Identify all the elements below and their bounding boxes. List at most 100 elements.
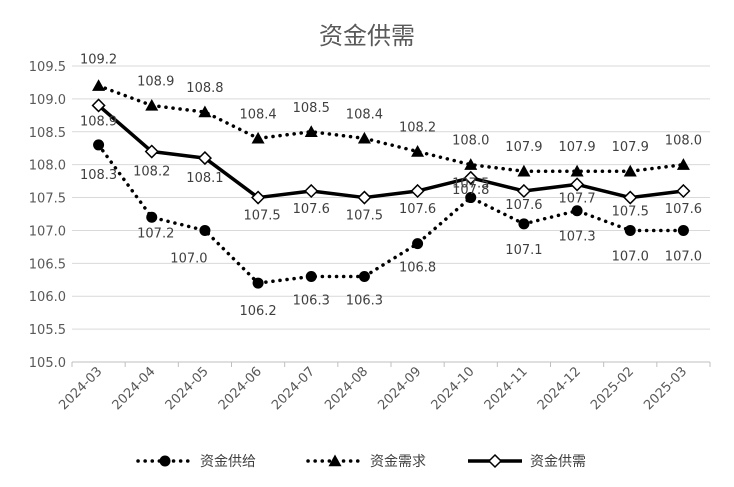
y-tick-label: 106.5 xyxy=(29,257,66,272)
data-label-demand: 108.8 xyxy=(186,81,223,96)
y-tick-label: 106.0 xyxy=(29,290,66,305)
data-point-demand xyxy=(570,164,584,177)
data-point-demand xyxy=(357,131,371,144)
data-point-balance xyxy=(144,144,159,159)
data-point-demand xyxy=(145,98,159,111)
data-point-balance xyxy=(623,190,638,205)
data-label-supply: 107.5 xyxy=(452,177,489,192)
data-label-balance: 107.5 xyxy=(243,209,280,224)
y-tick-label: 105.5 xyxy=(29,323,66,338)
legend-marker-supply xyxy=(159,455,171,467)
data-label-supply: 106.3 xyxy=(346,293,383,308)
data-label-supply: 107.2 xyxy=(137,226,174,241)
data-label-demand: 108.4 xyxy=(239,107,276,122)
data-point-balance xyxy=(91,98,106,113)
data-label-supply: 107.1 xyxy=(505,243,542,258)
x-tick-label: 2025-02 xyxy=(588,364,637,413)
data-label-demand: 108.0 xyxy=(665,134,702,149)
chart-title: 资金供需 xyxy=(319,22,415,50)
data-label-demand: 108.9 xyxy=(137,74,174,89)
data-label-balance: 107.7 xyxy=(558,191,595,206)
series-supply xyxy=(93,139,689,289)
x-tick-label: 2024-04 xyxy=(110,364,159,413)
data-point-demand xyxy=(92,79,106,91)
x-tick-label: 2024-03 xyxy=(56,364,105,413)
series-demand xyxy=(92,79,690,177)
legend-item-balance: 资金供需 xyxy=(468,453,586,470)
data-labels: 108.3 107.2 107.0 106.2 106.3 106.3 106.8 107.5… xyxy=(80,53,702,319)
data-point-balance xyxy=(410,183,425,199)
data-point-demand xyxy=(623,164,637,177)
legend-label-balance: 资金供需 xyxy=(530,454,586,470)
data-point-balance xyxy=(570,177,585,192)
x-tick-label: 2024-06 xyxy=(216,364,265,413)
data-point-supply xyxy=(199,224,211,236)
legend-label-demand: 资金需求 xyxy=(370,454,426,470)
data-label-demand: 108.4 xyxy=(346,107,383,122)
data-point-balance xyxy=(304,183,319,199)
data-label-demand: 109.2 xyxy=(80,53,117,68)
data-label-supply: 107.3 xyxy=(558,230,595,245)
data-label-supply: 108.3 xyxy=(80,168,117,183)
data-point-balance xyxy=(251,190,266,205)
y-tick-label: 109.0 xyxy=(29,93,66,108)
legend-marker-demand xyxy=(328,454,342,467)
data-point-supply xyxy=(571,205,583,217)
y-tick-label: 109.5 xyxy=(29,60,66,75)
data-label-demand: 108.2 xyxy=(399,121,436,136)
legend-label-supply: 资金供给 xyxy=(200,454,256,470)
legend-marker-balance xyxy=(487,453,503,469)
data-label-balance: 108.2 xyxy=(133,165,170,180)
legend-item-supply: 资金供给 xyxy=(136,454,256,470)
x-tick-label: 2024-07 xyxy=(269,364,318,413)
data-label-supply: 107.0 xyxy=(665,249,702,264)
data-point-supply xyxy=(624,224,636,236)
data-point-demand xyxy=(517,164,531,177)
y-tick-label: 107.0 xyxy=(29,224,66,239)
data-point-balance xyxy=(197,151,212,166)
x-tick-label: 2025-03 xyxy=(641,364,690,413)
data-label-supply: 106.3 xyxy=(293,293,330,308)
data-label-balance: 107.5 xyxy=(612,205,649,220)
data-point-supply xyxy=(93,139,105,151)
data-point-supply xyxy=(358,270,370,282)
y-tick-label: 107.5 xyxy=(29,192,66,207)
data-label-balance: 107.5 xyxy=(346,209,383,224)
x-tick-label: 2024-12 xyxy=(535,364,584,413)
x-tick-label: 2024-05 xyxy=(163,364,212,413)
data-label-demand: 107.9 xyxy=(558,140,595,155)
x-tick-label: 2024-08 xyxy=(322,364,371,413)
data-point-supply xyxy=(146,211,158,223)
data-point-supply xyxy=(465,192,477,204)
x-tick-label: 2024-10 xyxy=(429,364,478,413)
data-label-balance: 107.6 xyxy=(505,198,542,213)
data-label-supply: 107.0 xyxy=(170,251,207,266)
data-point-demand xyxy=(198,105,212,118)
data-point-balance xyxy=(357,190,372,205)
x-tick-label: 2024-11 xyxy=(482,364,531,413)
data-label-demand: 107.9 xyxy=(505,140,542,155)
series-group xyxy=(91,79,691,289)
legend: 资金供给 资金需求 资金供需 xyxy=(136,453,586,470)
data-point-demand xyxy=(411,145,425,157)
data-point-demand xyxy=(304,125,318,137)
series-line-supply xyxy=(96,143,686,285)
data-label-supply: 107.0 xyxy=(612,249,649,264)
data-label-supply: 106.8 xyxy=(399,261,436,276)
data-label-balance: 107.6 xyxy=(399,202,436,217)
data-label-balance: 108.9 xyxy=(80,114,117,129)
data-point-supply xyxy=(518,218,530,230)
data-point-supply xyxy=(412,238,424,250)
y-tick-label: 105.0 xyxy=(29,356,66,371)
data-point-supply xyxy=(305,270,317,282)
y-tick-label: 108.0 xyxy=(29,159,66,174)
data-point-balance xyxy=(463,170,478,185)
data-label-balance: 107.8 xyxy=(452,183,489,198)
data-point-supply xyxy=(677,224,689,236)
data-label-balance: 107.6 xyxy=(665,202,702,217)
data-point-demand xyxy=(464,158,478,170)
legend-item-demand: 资金需求 xyxy=(306,454,426,470)
data-point-demand xyxy=(676,158,690,170)
